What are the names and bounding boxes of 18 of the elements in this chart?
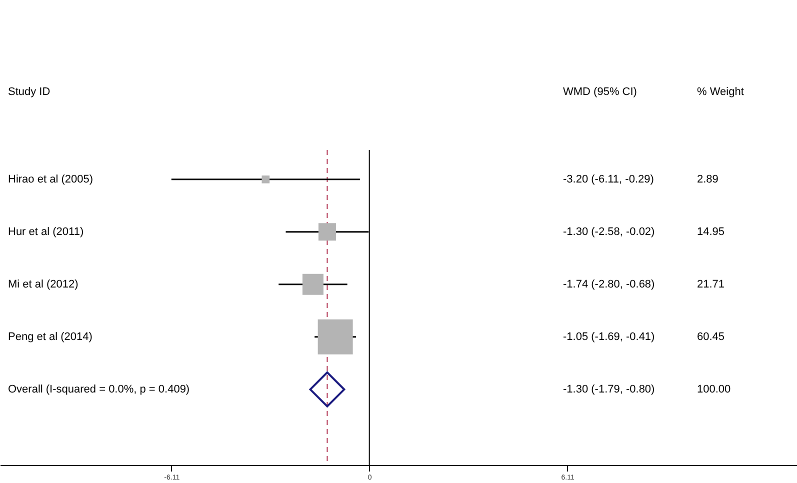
- annotation: -1.74 (-2.80, -0.68): [563, 278, 655, 290]
- annotation: 100.00: [697, 383, 731, 396]
- y-tick-label: Hirao et al (2005): [8, 173, 93, 186]
- annotation: 2.89: [697, 173, 718, 186]
- annotation: -1.30 (-2.58, -0.02): [563, 226, 655, 238]
- annotation: 60.45: [697, 330, 725, 343]
- text: % Weight: [697, 86, 744, 98]
- annotation: 14.95: [697, 226, 725, 238]
- y-tick-label: Overall (I-squared = 0.0%, p = 0.409): [8, 383, 190, 396]
- y-tick-label: Peng et al (2014): [8, 330, 92, 343]
- text: Study ID: [8, 86, 50, 98]
- y-tick-label: Mi et al (2012): [8, 278, 78, 290]
- annotation: -3.20 (-6.11, -0.29): [563, 173, 654, 186]
- annotation: -1.05 (-1.69, -0.41): [563, 330, 655, 343]
- annotation: -1.30 (-1.79, -0.80): [563, 383, 655, 396]
- text: WMD (95% CI): [563, 86, 637, 98]
- y-tick-label: Hur et al (2011): [8, 226, 84, 238]
- annotation: 21.71: [697, 278, 725, 290]
